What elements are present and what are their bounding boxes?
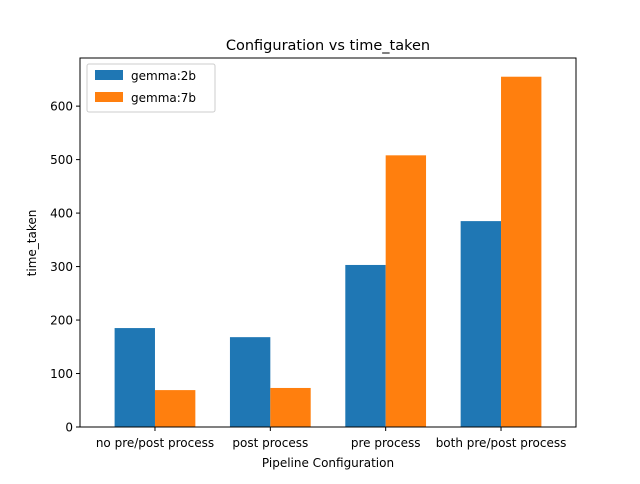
bar-gemma-7b-1 (270, 387, 311, 427)
plot-frame (79, 57, 577, 428)
y-tick-label-4: 400 (50, 207, 73, 221)
x-tick-label-1: post process (232, 436, 308, 450)
bar-gemma-2b-1 (229, 337, 271, 427)
legend-label-gemma-7b: gemma:7b (131, 91, 196, 105)
bars-layer (114, 76, 542, 427)
x-axis: no pre/post process post process pre proce… (96, 427, 567, 450)
bar-gemma-2b-3 (460, 221, 502, 427)
y-tick-label-1: 100 (50, 367, 73, 381)
legend-swatch-gemma-7b (95, 92, 123, 102)
y-tick-label-6: 600 (50, 100, 73, 114)
y-tick-label-2: 200 (50, 314, 73, 328)
legend-label-gemma-2b: gemma:2b (131, 69, 196, 83)
y-tick-label-0: 0 (65, 421, 73, 435)
x-axis-label: Pipeline Configuration (262, 456, 394, 470)
bar-gemma-7b-0 (154, 390, 196, 427)
y-axis-label: time_taken (25, 210, 39, 277)
bar-gemma-2b-0 (114, 328, 155, 427)
y-axis: 0 100 200 300 400 500 600 (50, 100, 80, 435)
bar-gemma-2b-2 (345, 264, 386, 427)
x-tick-label-2: pre process (351, 436, 421, 450)
bar-gemma-7b-3 (501, 76, 542, 427)
y-tick-label-3: 300 (50, 260, 73, 274)
chart-title: Configuration vs time_taken (226, 38, 430, 54)
legend: gemma:2b gemma:7b (86, 63, 216, 113)
x-tick-label-0: no pre/post process (96, 436, 214, 450)
x-tick-label-3: both pre/post process (436, 436, 567, 450)
bar-gemma-7b-2 (385, 155, 427, 427)
y-tick-label-5: 500 (50, 153, 73, 167)
legend-swatch-gemma-2b (95, 70, 123, 80)
